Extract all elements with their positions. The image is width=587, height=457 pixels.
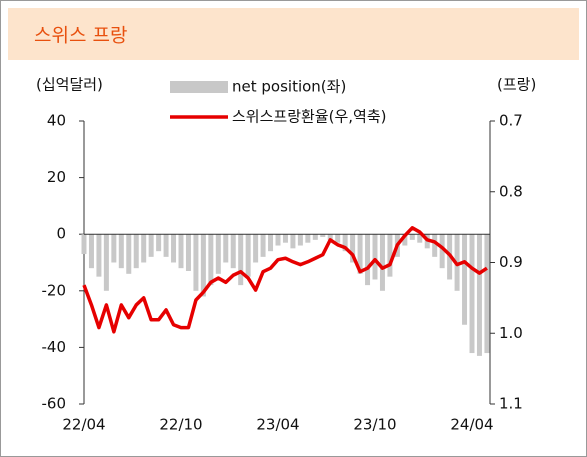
y-tick-label: -20 — [42, 281, 67, 299]
bar — [297, 234, 303, 246]
bar — [327, 234, 333, 240]
x-tick-label: 23/10 — [353, 416, 396, 434]
y2-tick-label: 0.9 — [499, 253, 523, 271]
legend-swatch — [170, 81, 228, 93]
bar — [171, 234, 177, 263]
bar — [238, 234, 244, 286]
bar — [245, 234, 251, 277]
bar — [484, 234, 490, 354]
bar — [268, 234, 274, 252]
bar — [462, 234, 468, 325]
bar — [379, 234, 385, 291]
chart-title: 스위스 프랑 — [34, 25, 127, 47]
x-tick-label: 23/04 — [256, 416, 299, 434]
x-tick-label: 22/04 — [62, 416, 105, 434]
bar — [81, 234, 87, 255]
bar — [148, 234, 154, 257]
bar — [185, 234, 191, 271]
y-tick-label: -60 — [42, 395, 67, 413]
legend-label: 스위스프랑환율(우,역축) — [232, 108, 386, 126]
bar — [141, 234, 147, 263]
bar — [133, 234, 139, 269]
bar — [305, 234, 311, 243]
bar — [103, 234, 109, 291]
bar — [432, 234, 438, 257]
y-axis-label: (십억달러) — [36, 76, 103, 94]
y2-tick-label: 0.7 — [499, 112, 523, 130]
bar — [96, 234, 102, 277]
bar — [335, 234, 341, 243]
bar — [350, 234, 356, 263]
bar — [260, 234, 266, 257]
bar — [365, 234, 371, 286]
bar — [118, 234, 124, 269]
bar — [230, 234, 236, 269]
bar — [200, 234, 206, 297]
bar — [357, 234, 363, 274]
bar — [156, 234, 162, 252]
bar — [312, 234, 318, 240]
bar — [193, 234, 199, 291]
bar — [290, 234, 296, 249]
bar — [88, 234, 94, 269]
y2-tick-label: 0.8 — [499, 182, 523, 200]
bar — [417, 234, 423, 243]
bar — [215, 234, 221, 274]
bar — [163, 234, 169, 257]
y2-axis-label: (프랑) — [497, 76, 536, 94]
bar — [208, 234, 214, 286]
bar — [476, 234, 482, 356]
line — [82, 226, 488, 334]
bar — [402, 234, 408, 246]
header-band — [8, 8, 579, 60]
bar — [253, 234, 259, 263]
bar — [469, 234, 475, 354]
y-tick-label: -40 — [42, 338, 67, 356]
x-tick-label: 22/10 — [159, 416, 202, 434]
bar — [275, 234, 281, 246]
bar — [439, 234, 445, 269]
bar — [409, 234, 415, 240]
y-tick-label: 40 — [47, 112, 66, 130]
bar — [387, 234, 393, 277]
bar — [320, 234, 326, 238]
bar — [223, 234, 229, 263]
legend-label: net position(좌) — [232, 78, 346, 96]
bar — [342, 234, 348, 252]
y2-tick-label: 1.0 — [499, 324, 523, 342]
bar — [282, 234, 288, 243]
bar — [178, 234, 184, 269]
y-tick-label: 20 — [47, 168, 66, 186]
y2-tick-label: 1.1 — [499, 395, 523, 413]
bar — [372, 234, 378, 280]
bar — [126, 234, 132, 274]
x-tick-label: 24/04 — [450, 416, 493, 434]
y-tick-label: 0 — [56, 225, 66, 243]
bar — [111, 234, 117, 263]
